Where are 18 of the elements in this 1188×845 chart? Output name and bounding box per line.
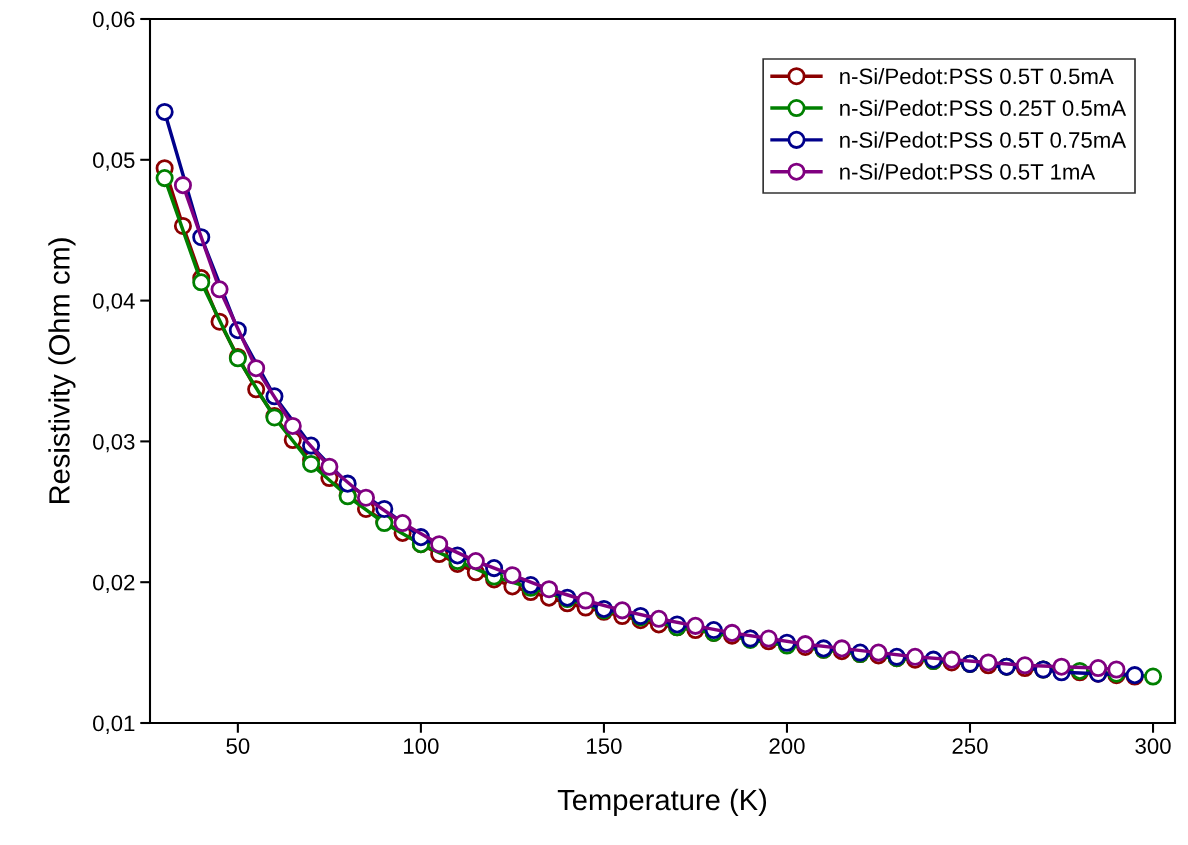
legend-label: n-Si/Pedot:PSS 0.5T 0.5mA [840,67,1114,85]
x-tick-label: 300 [1135,738,1171,754]
x-axis-title: Temperature (K) [557,788,767,817]
legend-label: n-Si/Pedot:PSS 0.5T 1mA [840,163,1096,180]
x-tick-label: 100 [404,738,439,754]
x-tick-label: 50 [226,738,250,754]
legend-label: n-Si/Pedot:PSS 0.25T 0.5mA [840,99,1127,117]
y-tick-label: 0,01 [93,715,135,734]
y-tick-label: 0,04 [93,293,135,312]
y-tick-label: 0,03 [93,433,135,453]
x-tick-label: 250 [952,738,988,754]
y-axis-title: Resistivity (Ohm cm) [48,238,76,504]
legend-label: n-Si/Pedot:PSS 0.5T 0.75mA [840,131,1127,148]
x-tick-label: 200 [769,738,805,754]
y-tick-label: 0,05 [93,152,135,171]
y-tick-label: 0,02 [93,574,135,594]
y-tick-label: 0,06 [93,11,135,30]
x-tick-label: 150 [587,738,622,754]
